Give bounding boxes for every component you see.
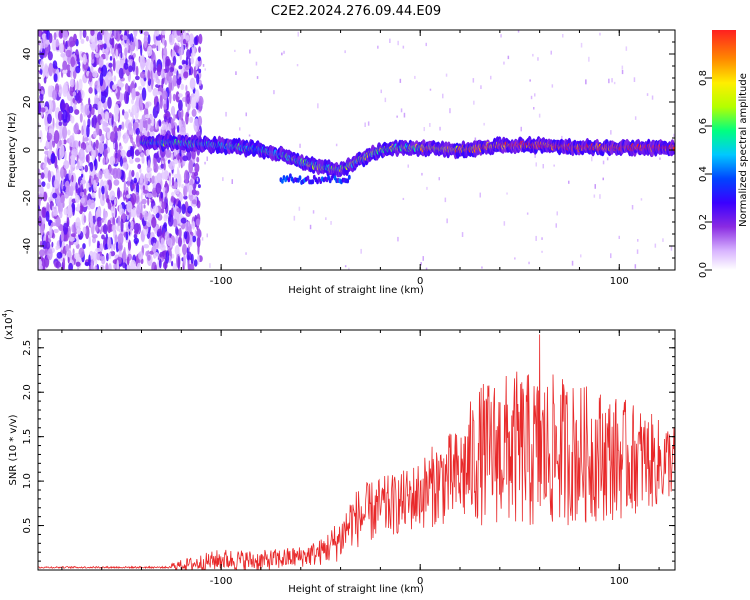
y-tick-label: 0 xyxy=(22,147,33,153)
y-tick-label: -40 xyxy=(22,238,33,254)
snr-axes: -100 0 100 0.5 1.0 1.5 2.0 2.5 xyxy=(22,330,675,587)
colorbar: 0.0 0.2 0.4 0.6 0.8 Normalized spectral ampl… xyxy=(698,30,749,278)
colorbar-tick-label: 0.0 xyxy=(698,262,709,278)
colorbar-tick-label: 0.6 xyxy=(698,118,709,134)
snr-scale-label: (x104) xyxy=(1,309,15,340)
snr-scale-exp: 4 xyxy=(1,312,9,317)
figure-title: C2E2.2024.276.09.44.E09 xyxy=(271,4,441,19)
colorbar-label: Normalized spectral amplitude xyxy=(738,73,749,227)
y-tick-label: 2.5 xyxy=(22,340,33,356)
colorbar-gradient xyxy=(712,30,736,270)
x-tick-label: 100 xyxy=(610,576,629,587)
x-tick-label: 0 xyxy=(417,576,423,587)
colorbar-ticks: 0.0 0.2 0.4 0.6 0.8 xyxy=(698,70,712,278)
spectrogram-heatmap xyxy=(38,30,675,270)
snr-series-line xyxy=(38,334,675,570)
snr-ylabel: SNR (10 * v/v) xyxy=(8,414,19,485)
spectrogram-xlabel: Height of straight line (km) xyxy=(288,285,424,296)
colorbar-tick-label: 0.2 xyxy=(698,214,709,230)
colorbar-tick-label: 0.4 xyxy=(698,166,709,182)
spectrogram-panel: -100 0 100 -40 -20 0 20 40 Height of straight l… xyxy=(7,29,676,296)
y-tick-label: 1.0 xyxy=(22,473,33,489)
y-tick-label: 1.5 xyxy=(22,429,33,445)
y-tick-label: 0.5 xyxy=(22,518,33,534)
x-tick-label: -100 xyxy=(210,576,233,587)
colorbar-tick-label: 0.8 xyxy=(698,70,709,86)
spectrogram-axes: -100 0 100 -40 -20 0 20 40 xyxy=(22,30,675,287)
y-tick-label: 2.0 xyxy=(22,384,33,400)
snr-xlabel: Height of straight line (km) xyxy=(288,584,424,595)
snr-panel: -100 0 100 0.5 1.0 1.5 2.0 2.5 Height of straig… xyxy=(1,309,676,595)
x-tick-label: -100 xyxy=(210,276,233,287)
y-tick-label: 20 xyxy=(22,96,33,109)
spectrogram-ylabel: Frequency (Hz) xyxy=(7,112,18,188)
y-tick-label: -20 xyxy=(22,190,33,206)
x-tick-label: 0 xyxy=(417,276,423,287)
snr-frame xyxy=(37,329,676,571)
snr-scale-base: (x10 xyxy=(4,317,15,340)
y-tick-label: 40 xyxy=(22,48,33,61)
svg-text:(x104): (x104) xyxy=(1,309,15,340)
x-tick-label: 100 xyxy=(610,276,629,287)
